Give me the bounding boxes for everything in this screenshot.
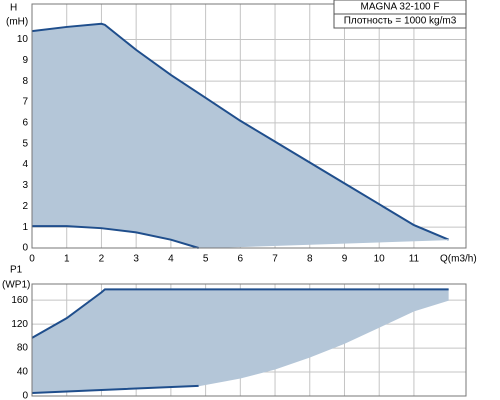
y-tick-label: 9 [22, 55, 28, 66]
plot-border [31, 283, 467, 397]
y-tick-label: 40 [17, 367, 29, 378]
x-tick-label: 11 [409, 254, 420, 265]
y-tick-label: 3 [22, 180, 28, 191]
y-tick-label: 4 [22, 159, 28, 170]
y-axis-label: (mH) [6, 17, 28, 28]
y-axis-label: P1 [10, 265, 23, 276]
x-tick-label: 5 [203, 254, 209, 265]
y-tick-label: 5 [22, 138, 28, 149]
x-tick-label: 3 [133, 254, 139, 265]
y-tick-label: 7 [22, 97, 28, 108]
x-tick-label: 9 [342, 254, 348, 265]
x-tick-label: 2 [99, 254, 105, 265]
curve [32, 225, 199, 249]
y-tick-label: 6 [22, 118, 28, 129]
y-tick-label: 120 [11, 319, 28, 330]
y-tick-label: 0 [22, 243, 28, 254]
info-text: Плотность = 1000 kg/m3 [344, 16, 457, 27]
x-tick-label: 0 [29, 254, 35, 265]
curve [31, 22, 450, 241]
x-tick-label: 8 [307, 254, 313, 265]
y-tick-label: 2 [22, 201, 28, 212]
operating-area [32, 289, 449, 394]
plot-border [31, 3, 467, 249]
y-tick-label: 0 [22, 391, 28, 400]
x-tick-label: 10 [374, 254, 386, 265]
curve [198, 299, 449, 387]
y-tick-label: 1 [22, 222, 28, 233]
x-tick-label: 6 [238, 254, 244, 265]
x-axis-label: Q(m3/h) [440, 254, 477, 265]
curve [31, 288, 449, 339]
y-tick-label: 10 [17, 34, 29, 45]
info-text: MAGNA 32-100 F [361, 2, 440, 13]
y-axis-label: H [10, 3, 17, 14]
y-axis-label: (WP1) [2, 280, 30, 291]
y-tick-label: 160 [11, 295, 28, 306]
x-tick-label: 7 [272, 254, 278, 265]
y-tick-label: 8 [22, 76, 28, 87]
curve [198, 239, 449, 249]
info-box [333, 13, 467, 29]
x-tick-label: 1 [64, 254, 70, 265]
operating-area [32, 23, 449, 248]
x-tick-label: 4 [168, 254, 174, 265]
y-tick-label: 80 [17, 343, 29, 354]
curve [31, 384, 199, 395]
